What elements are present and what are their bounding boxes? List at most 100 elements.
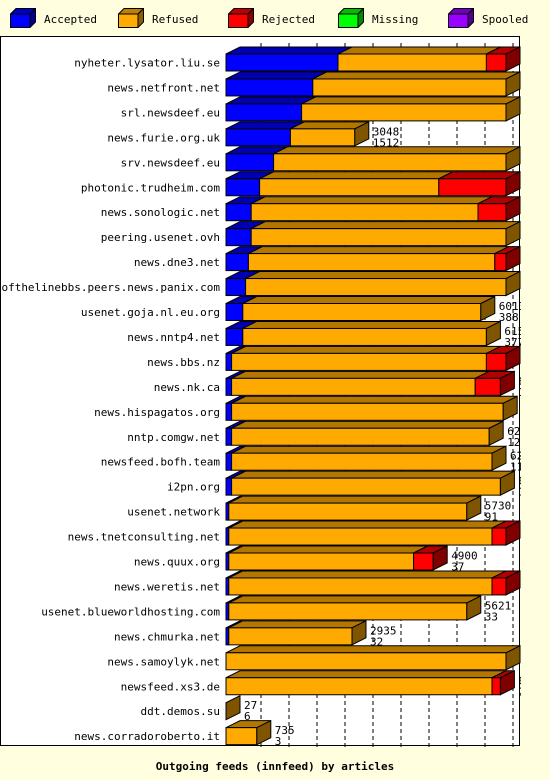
- legend-swatch-refused: [118, 8, 144, 28]
- total-label: 2935: [370, 624, 397, 637]
- total-label: 6255: [507, 425, 521, 438]
- bar-segment-rejected: [485, 53, 507, 72]
- row-label: news.chmurka.net: [114, 630, 220, 643]
- row-label: news.furie.org.uk: [107, 131, 220, 144]
- bar-segment-top: [228, 620, 367, 629]
- legend-swatch-rejected: [228, 8, 254, 28]
- bar-segment-refused: [228, 627, 353, 646]
- bar-segment-refused: [228, 502, 468, 521]
- bar-segment-accepted: [225, 153, 275, 172]
- bar-end-cap: [505, 270, 521, 297]
- bar-segment-refused: [247, 253, 496, 272]
- bar-row: photonic.trudheim.com6624769: [81, 170, 521, 197]
- bar-segment-refused: [231, 377, 476, 396]
- bar-segment-top: [231, 445, 507, 454]
- legend-swatch-spooled: [448, 8, 474, 28]
- bar-segment-refused: [312, 78, 507, 97]
- legend-label: Rejected: [262, 13, 315, 26]
- bar-segment-top: [231, 470, 515, 479]
- bar-segment-top: [273, 146, 521, 155]
- accepted-label: 32: [370, 635, 383, 648]
- bar-segment-top: [225, 645, 521, 654]
- bar-segment-refused: [289, 128, 356, 147]
- row-label: news.dne3.net: [134, 256, 220, 269]
- bar-end-cap: [505, 345, 521, 372]
- row-label: usenet.network: [127, 506, 220, 519]
- legend-swatch-missing: [338, 8, 364, 28]
- bar-segment-accepted: [225, 78, 314, 97]
- bar-segment-refused: [231, 427, 490, 446]
- bar-end-cap: [485, 320, 501, 347]
- total-label: 6510: [518, 674, 521, 687]
- legend-label: Spooled: [482, 13, 529, 26]
- bar-segment-rejected: [485, 352, 507, 371]
- row-label: news.nntp4.net: [127, 331, 220, 344]
- bar-segment-top: [250, 221, 521, 230]
- accepted-label: 91: [485, 511, 498, 524]
- row-label: news.nk.ca: [154, 381, 220, 394]
- bar-segment-top: [242, 320, 501, 329]
- bar-segment-rejected: [491, 677, 501, 696]
- bar-segment-refused: [228, 552, 415, 571]
- bar-row: srl.newsdeef.eu66161780: [121, 96, 521, 122]
- accepted-label: 123: [507, 436, 521, 449]
- bar-segment-refused: [231, 352, 487, 371]
- row-label: newsfeed.xs3.de: [121, 680, 220, 693]
- bar-end-cap: [505, 96, 521, 122]
- bar-end-cap: [505, 71, 521, 97]
- bar-segment-refused: [228, 602, 468, 621]
- bar-segment-top: [259, 171, 454, 180]
- bar-end-cap: [488, 420, 504, 447]
- accepted-label: 3: [275, 735, 282, 747]
- bar-segment-top: [242, 296, 496, 304]
- bar-segment-refused: [259, 178, 440, 197]
- bar-segment-top: [225, 71, 328, 80]
- row-label: news.hispagatos.org: [94, 406, 220, 419]
- bar-row: news.weretis.net662433: [114, 570, 521, 596]
- row-label: newsfeed.bofh.team: [101, 456, 221, 469]
- bar-end-cap: [480, 295, 496, 322]
- bar-segment-refused: [337, 53, 487, 72]
- bar-end-cap: [499, 370, 515, 397]
- legend-label: Refused: [152, 13, 199, 26]
- row-label: nyheter.lysator.liu.se: [74, 57, 220, 70]
- bar-row: news.dne3.net6516562: [134, 245, 521, 272]
- row-label: news.netfront.net: [107, 81, 220, 94]
- accepted-label: 37: [451, 561, 464, 574]
- accepted-label: 22: [518, 685, 521, 698]
- accepted-label: 33: [485, 610, 498, 623]
- bar-segment-refused: [245, 278, 507, 297]
- total-label: 6152: [504, 325, 521, 338]
- bar-end-cap: [505, 170, 521, 197]
- legend-label: Accepted: [44, 13, 97, 26]
- total-label: 6296: [510, 450, 521, 463]
- total-label: 5730: [485, 500, 512, 513]
- bar-segment-accepted: [225, 228, 252, 247]
- accepted-label: 106: [518, 486, 521, 499]
- total-label: 3048: [373, 125, 400, 138]
- bar-segment-refused: [242, 303, 482, 321]
- bar-segment-rejected: [413, 552, 434, 571]
- bar-segment-top: [231, 395, 518, 404]
- bar-end-cap: [491, 445, 507, 472]
- bar-segment-accepted: [225, 253, 249, 272]
- chart-frame: 0%10%20%30%40%50%60%70%80%90%100%nyheter…: [0, 36, 521, 747]
- legend-swatch-accepted: [10, 8, 36, 28]
- bar-segment-top: [225, 46, 353, 55]
- bar-row: news.netfront.net66192029: [107, 71, 521, 97]
- total-label: 4900: [451, 550, 478, 563]
- bar-segment-refused: [228, 577, 493, 596]
- bar-segment-top: [312, 71, 521, 80]
- bar-row: news.bbs.nz6632149: [147, 345, 521, 372]
- bar-end-cap: [225, 694, 241, 721]
- bar-segment-accepted: [225, 53, 339, 72]
- bar-segment-accepted: [225, 377, 233, 396]
- bar-segment-refused: [225, 677, 493, 696]
- total-label: 735: [275, 724, 295, 737]
- bar-row: news.hispagatos.org6540132: [94, 395, 518, 422]
- chart-title: Outgoing feeds (innfeed) by articles: [155, 760, 395, 773]
- bar-segment-top: [228, 545, 428, 554]
